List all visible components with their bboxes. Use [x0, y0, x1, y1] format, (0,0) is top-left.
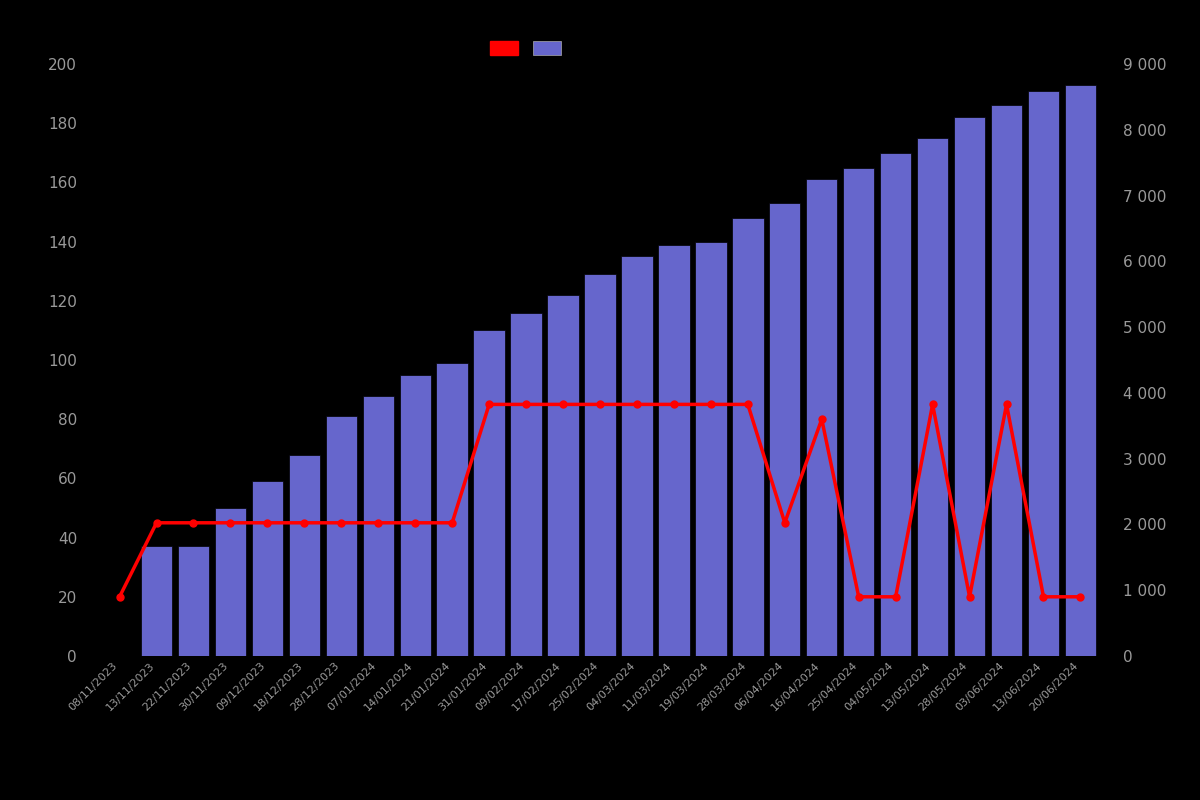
- Bar: [806, 179, 838, 656]
- Bar: [252, 482, 283, 656]
- Bar: [695, 242, 726, 656]
- Bar: [362, 395, 394, 656]
- Bar: [659, 245, 690, 656]
- Bar: [437, 363, 468, 656]
- Bar: [289, 454, 320, 656]
- Bar: [400, 374, 431, 656]
- Bar: [622, 256, 653, 656]
- Bar: [474, 330, 505, 656]
- Bar: [954, 118, 985, 656]
- Bar: [178, 546, 209, 656]
- Bar: [215, 508, 246, 656]
- Bar: [842, 168, 875, 656]
- Bar: [917, 138, 948, 656]
- Bar: [732, 218, 763, 656]
- Bar: [769, 203, 800, 656]
- Bar: [140, 546, 173, 656]
- Bar: [991, 106, 1022, 656]
- Legend: , : ,: [485, 35, 571, 62]
- Bar: [325, 416, 358, 656]
- Bar: [1064, 85, 1096, 656]
- Bar: [547, 295, 578, 656]
- Bar: [584, 274, 616, 656]
- Bar: [1027, 90, 1060, 656]
- Bar: [880, 153, 911, 656]
- Bar: [510, 313, 541, 656]
